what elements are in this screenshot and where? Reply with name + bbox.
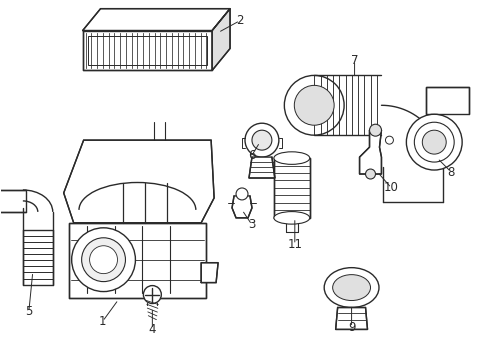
Polygon shape [359,130,381,174]
Circle shape [385,136,393,144]
Circle shape [406,114,461,170]
Ellipse shape [324,268,378,307]
Text: 8: 8 [447,166,454,179]
Circle shape [72,228,135,292]
Circle shape [81,238,125,282]
Polygon shape [82,9,229,31]
Circle shape [365,169,375,179]
Text: 3: 3 [248,218,255,231]
Polygon shape [82,31,212,71]
Polygon shape [201,263,218,283]
Circle shape [413,122,453,162]
Text: 11: 11 [287,238,302,251]
Polygon shape [87,36,207,66]
Text: 9: 9 [347,321,355,334]
Polygon shape [273,158,309,218]
Polygon shape [248,157,274,178]
Text: 4: 4 [148,323,156,336]
Circle shape [294,85,333,125]
Polygon shape [63,140,214,223]
Circle shape [143,285,161,303]
Polygon shape [0,190,26,212]
Text: 10: 10 [383,181,398,194]
Circle shape [369,124,381,136]
Polygon shape [426,87,468,114]
Circle shape [236,188,247,200]
Polygon shape [23,230,53,285]
Ellipse shape [273,152,309,165]
Polygon shape [212,9,229,71]
Text: 2: 2 [236,14,244,27]
Circle shape [89,246,117,274]
Ellipse shape [273,212,309,224]
Text: 1: 1 [99,315,106,328]
Text: 7: 7 [350,54,358,67]
Text: 6: 6 [248,149,255,162]
Text: 5: 5 [25,305,33,318]
Polygon shape [68,223,206,298]
Circle shape [284,75,344,135]
Circle shape [422,130,446,154]
Ellipse shape [332,275,370,301]
Polygon shape [335,307,367,329]
Circle shape [244,123,278,157]
Circle shape [251,130,271,150]
Polygon shape [232,196,251,218]
